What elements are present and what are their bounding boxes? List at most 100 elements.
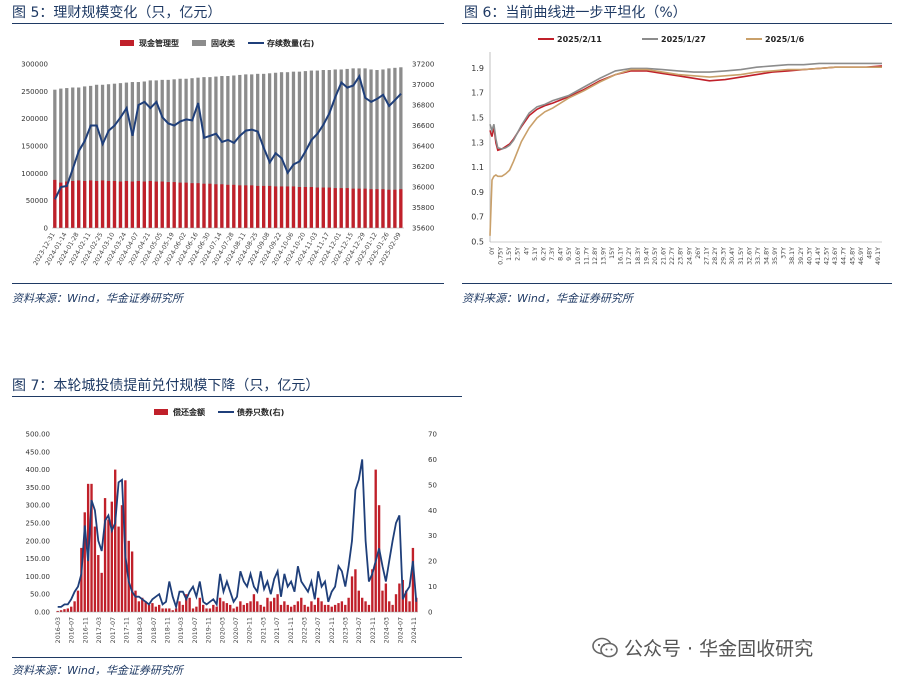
bar-repayment	[371, 569, 374, 612]
bar-repayment	[293, 604, 296, 612]
x-tick-label: 2022-07	[315, 617, 322, 643]
y-right-tick-label: 40	[428, 507, 437, 515]
y-left-tick-label: 350.00	[26, 484, 51, 492]
x-tick-label: 16.1Y	[618, 247, 625, 265]
x-tick-label: 30.4Y	[729, 247, 736, 265]
bar-repayment	[205, 608, 208, 612]
bar-fixed-income	[393, 67, 397, 229]
bar-repayment	[367, 604, 371, 612]
bar-fixed-income	[148, 80, 152, 229]
y-tick-label: 0.7	[471, 213, 484, 222]
x-tick-label: 2018-03	[137, 617, 144, 643]
bar-fixed-income	[196, 77, 200, 228]
bar-cash-management	[148, 180, 152, 228]
x-tick-label: 19.4Y	[643, 247, 650, 265]
bar-cash-management	[244, 185, 248, 228]
bar-fixed-income	[321, 70, 325, 228]
bar-repayment	[360, 597, 364, 612]
fig5-bottom-rule	[12, 283, 444, 284]
bar-fixed-income	[297, 71, 302, 228]
bar-fixed-income	[71, 87, 75, 228]
x-tick-label: 37Y	[781, 247, 788, 259]
x-tick-label: 29.3Y	[721, 247, 728, 265]
y-right-tick-label: 35800	[412, 204, 434, 212]
x-tick-label: 34.8Y	[763, 247, 770, 265]
bar-repayment	[245, 603, 249, 612]
bar-cash-management	[214, 184, 218, 228]
y-right-tick-label: 70	[428, 431, 437, 439]
bar-fixed-income	[112, 83, 117, 229]
bar-repayment	[147, 604, 151, 612]
bar-repayment	[279, 604, 283, 612]
legend-label: 债券只数(右)	[237, 407, 284, 417]
bar-repayment	[411, 547, 415, 612]
bar-fixed-income	[345, 68, 349, 228]
bar-fixed-income	[232, 75, 236, 228]
bar-fixed-income	[357, 68, 361, 228]
bar-repayment	[398, 583, 401, 612]
y-left-tick-label: 200000	[21, 115, 48, 123]
bar-fixed-income	[238, 74, 242, 228]
bar-cash-management	[291, 186, 296, 228]
bar-fixed-income	[381, 69, 385, 228]
x-tick-label: 45.8Y	[849, 247, 856, 265]
x-tick-label: 4Y	[523, 247, 530, 255]
y-tick-label: 1.3	[471, 138, 484, 147]
y-left-tick-label: 150.00	[26, 555, 51, 563]
x-tick-label: 35.9Y	[772, 247, 779, 265]
fig5-source: 资料来源：Wind，华金证券研究所	[12, 292, 183, 305]
y-left-tick-label: 200.00	[26, 537, 51, 545]
bar-repayment	[340, 601, 344, 612]
x-tick-label: 9.5Y	[566, 247, 573, 261]
y-right-tick-label: 36600	[412, 122, 434, 130]
bar-repayment	[222, 601, 225, 612]
x-tick-label: 13.9Y	[601, 247, 608, 265]
x-tick-label: 40.3Y	[806, 247, 813, 265]
bar-cash-management	[106, 180, 111, 228]
bar-fixed-income	[315, 70, 319, 228]
bar-cash-management	[112, 180, 117, 228]
bar-repayment	[391, 604, 394, 612]
y-right-tick-label: 60	[428, 456, 437, 464]
bar-repayment	[134, 590, 137, 612]
bar-fixed-income	[53, 89, 57, 228]
x-tick-label: 2022-11	[329, 617, 336, 643]
bar-fixed-income	[94, 84, 99, 228]
bar-repayment	[161, 608, 164, 612]
bar-cash-management	[172, 182, 176, 228]
x-tick-label: 2019-03	[178, 617, 185, 643]
bar-cash-management	[262, 185, 266, 228]
x-tick-label: 2017-11	[123, 617, 130, 643]
bar-cash-management	[351, 188, 355, 228]
bar-cash-management	[279, 186, 284, 228]
x-tick-label: 7.3Y	[549, 247, 556, 261]
bar-repayment	[266, 597, 269, 612]
x-tick-label: 48Y	[866, 247, 873, 259]
x-tick-label: 2.5Y	[515, 247, 522, 261]
bar-repayment	[269, 601, 273, 612]
y-left-tick-label: 50000	[26, 197, 48, 205]
fig6-bottom-rule	[462, 283, 892, 284]
bar-cash-management	[333, 188, 337, 228]
y-left-tick-label: 500.00	[26, 431, 51, 439]
bar-repayment	[90, 483, 93, 612]
bar-fixed-income	[244, 74, 248, 229]
x-tick-label: 2022-03	[301, 617, 308, 643]
y-right-tick-label: 36800	[412, 102, 434, 110]
bar-repayment	[377, 505, 381, 612]
bar-repayment	[320, 601, 323, 612]
bar-fixed-income	[309, 70, 314, 228]
legend-label: 2025/1/6	[765, 35, 805, 44]
bar-cash-management	[363, 188, 367, 228]
bar-cash-management	[303, 187, 308, 228]
bar-repayment	[300, 597, 303, 612]
x-tick-label: 0.75Y	[498, 247, 505, 265]
bar-cash-management	[83, 180, 87, 228]
bar-fixed-income	[226, 76, 230, 228]
bar-fixed-income	[208, 77, 212, 228]
x-tick-label: 24.9Y	[686, 247, 693, 265]
bar-cash-management	[399, 189, 403, 228]
bar-fixed-income	[100, 84, 105, 228]
x-tick-label: 2016-11	[82, 617, 89, 643]
y-left-tick-label: 100.00	[26, 573, 51, 581]
